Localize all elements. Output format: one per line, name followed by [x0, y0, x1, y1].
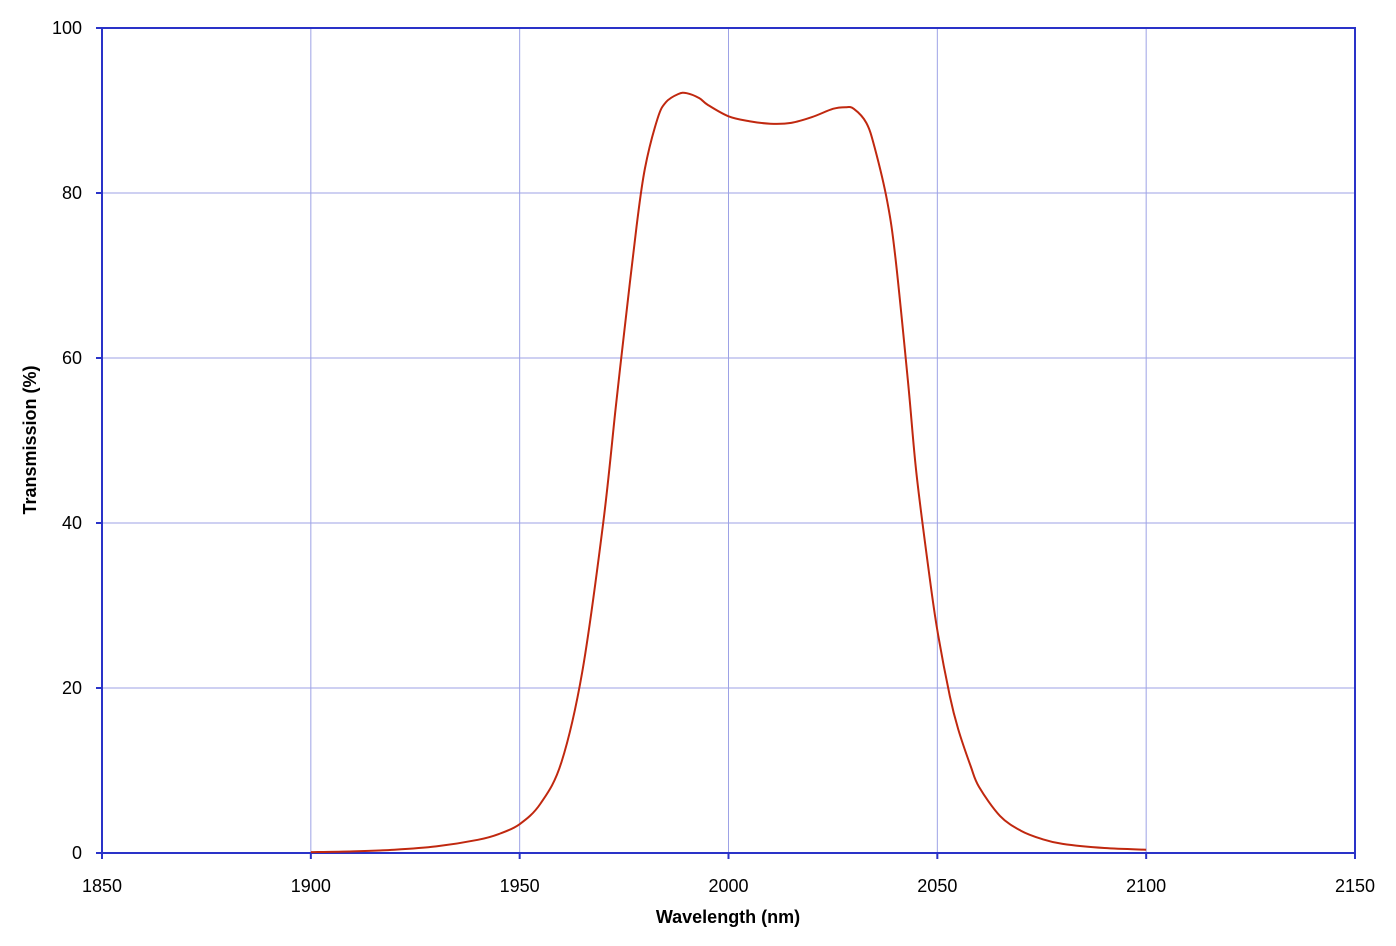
x-tick-label: 1850	[82, 876, 122, 896]
x-axis-ticks: 1850 1900 1950 2000 2050 2100 2150	[82, 853, 1375, 896]
y-tick-label: 0	[72, 843, 82, 863]
x-tick-label: 2000	[708, 876, 748, 896]
y-tick-label: 40	[62, 513, 82, 533]
y-axis-title: Transmission (%)	[20, 365, 40, 514]
x-tick-label: 1900	[291, 876, 331, 896]
x-tick-label: 1950	[500, 876, 540, 896]
y-axis-ticks: 0 20 40 60 80 100	[52, 18, 102, 863]
x-axis-title: Wavelength (nm)	[656, 907, 800, 927]
y-tick-label: 60	[62, 348, 82, 368]
y-tick-label: 100	[52, 18, 82, 38]
y-tick-label: 20	[62, 678, 82, 698]
x-tick-label: 2050	[917, 876, 957, 896]
grid-lines	[102, 28, 1355, 853]
x-tick-label: 2100	[1126, 876, 1166, 896]
transmission-curve	[310, 91, 1147, 854]
x-tick-label: 2150	[1335, 876, 1375, 896]
y-tick-label: 80	[62, 183, 82, 203]
